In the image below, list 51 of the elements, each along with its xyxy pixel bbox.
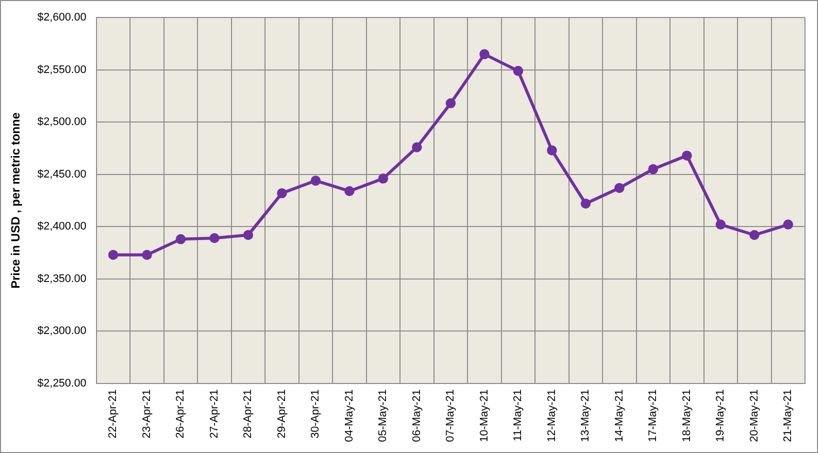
x-tick-label: 23-Apr-21 (140, 389, 153, 438)
point (243, 230, 254, 240)
x-tick-label: 30-Apr-21 (310, 389, 322, 438)
point (614, 182, 624, 193)
y-tick-label: $2,350.00 (37, 272, 86, 285)
point (446, 98, 456, 108)
x-tick-label: 27-Apr-21 (208, 389, 220, 438)
x-tick-label: 29-Apr-21 (276, 389, 288, 438)
point (142, 250, 152, 260)
y-tick-label: $2,400.00 (37, 220, 86, 233)
x-tick-label: 04-May-21 (343, 389, 356, 442)
y-tick-label: $2,300.00 (37, 325, 86, 338)
x-tick-label: 07-May-21 (444, 389, 457, 442)
y-tick-label: $2,550.00 (37, 64, 86, 76)
point (108, 250, 118, 260)
y-tick-label: $2,250.00 (37, 377, 86, 390)
point (310, 176, 321, 186)
y-tick-label: $2,450.00 (37, 168, 86, 180)
point (546, 145, 557, 156)
point (344, 186, 354, 196)
point (513, 66, 524, 76)
point (749, 230, 760, 240)
point (580, 198, 591, 209)
x-tick-label: 20-May-21 (748, 389, 760, 442)
x-tick-label: 11-May-21 (512, 389, 524, 442)
point (176, 234, 186, 244)
x-tick-label: 18-May-21 (680, 389, 693, 442)
x-tick-label: 12-May-21 (546, 389, 558, 442)
x-tick-label: 19-May-21 (714, 389, 727, 442)
x-tick-label: 22-Apr-21 (107, 389, 120, 438)
point (209, 233, 220, 244)
y-tick-label: $2,500.00 (37, 116, 86, 128)
x-tick-label: 26-Apr-21 (174, 389, 187, 438)
x-tick-label: 05-May-21 (377, 389, 390, 442)
x-tick-label: 21-May-21 (782, 389, 794, 442)
point (648, 164, 658, 174)
point (412, 142, 422, 152)
x-tick-label: 17-May-21 (647, 389, 660, 442)
point (783, 220, 794, 230)
x-tick-label: 10-May-21 (478, 389, 490, 442)
point (682, 150, 692, 161)
x-tick-label: 28-Apr-21 (242, 389, 254, 438)
point (716, 220, 726, 230)
x-tick-label: 13-May-21 (580, 389, 592, 442)
x-tick-label: 14-May-21 (613, 389, 626, 442)
point (378, 174, 388, 184)
point (479, 49, 490, 60)
point (276, 188, 287, 198)
y-axis-title: Price in USD , per metric tonne (8, 112, 23, 289)
y-tick-label: $2,600.00 (37, 12, 86, 24)
x-tick-label: 06-May-21 (410, 389, 423, 442)
